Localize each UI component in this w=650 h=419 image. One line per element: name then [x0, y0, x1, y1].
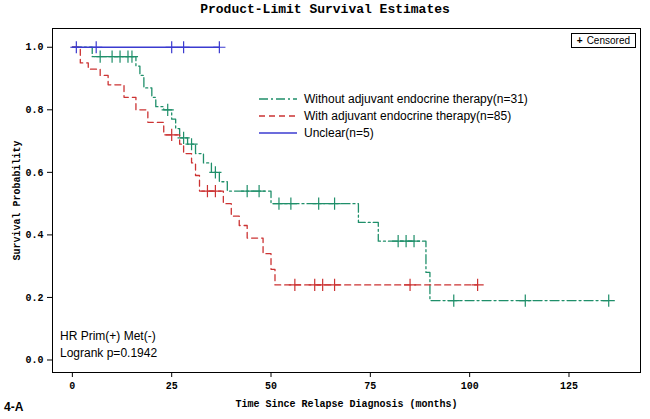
svg-text:25: 25 — [166, 381, 178, 392]
svg-text:125: 125 — [560, 381, 578, 392]
html-text:Unclear(n=5): Unclear(n=5) — [304, 125, 374, 140]
svg-text:0.6: 0.6 — [25, 168, 43, 179]
svg-text:0.8: 0.8 — [25, 105, 43, 116]
html-text:Product-Limit Survival Estimat: Product-Limit Survival Estimates — [200, 2, 450, 17]
svg-text:0.0: 0.0 — [25, 355, 43, 366]
html-text:With adjuvant endocrine therap: With adjuvant endocrine therapy(n=85) — [304, 108, 512, 123]
html-text:4-A: 4-A — [4, 400, 24, 414]
svg-text:50: 50 — [265, 381, 277, 392]
html-text:Without adjuvant endocrine the: Without adjuvant endocrine therapy(n=31) — [304, 91, 528, 106]
svg-text:Survival Probability: Survival Probability — [12, 140, 23, 260]
svg-text:0.2: 0.2 — [25, 293, 43, 304]
svg-text:0.4: 0.4 — [25, 230, 43, 241]
svg-text:100: 100 — [461, 381, 479, 392]
svg-text:Time Since Relapse Diagnosis (: Time Since Relapse Diagnosis (months) — [235, 399, 457, 410]
svg-text:1.0: 1.0 — [25, 42, 43, 53]
html-text:Logrank p=0.1942: Logrank p=0.1942 — [60, 346, 158, 360]
svg-text:0: 0 — [69, 381, 75, 392]
svg-text:75: 75 — [364, 381, 376, 392]
html-text:+ Censored: + Censored — [576, 35, 630, 46]
html-text:HR Prim(+) Met(-): HR Prim(+) Met(-) — [60, 329, 156, 343]
